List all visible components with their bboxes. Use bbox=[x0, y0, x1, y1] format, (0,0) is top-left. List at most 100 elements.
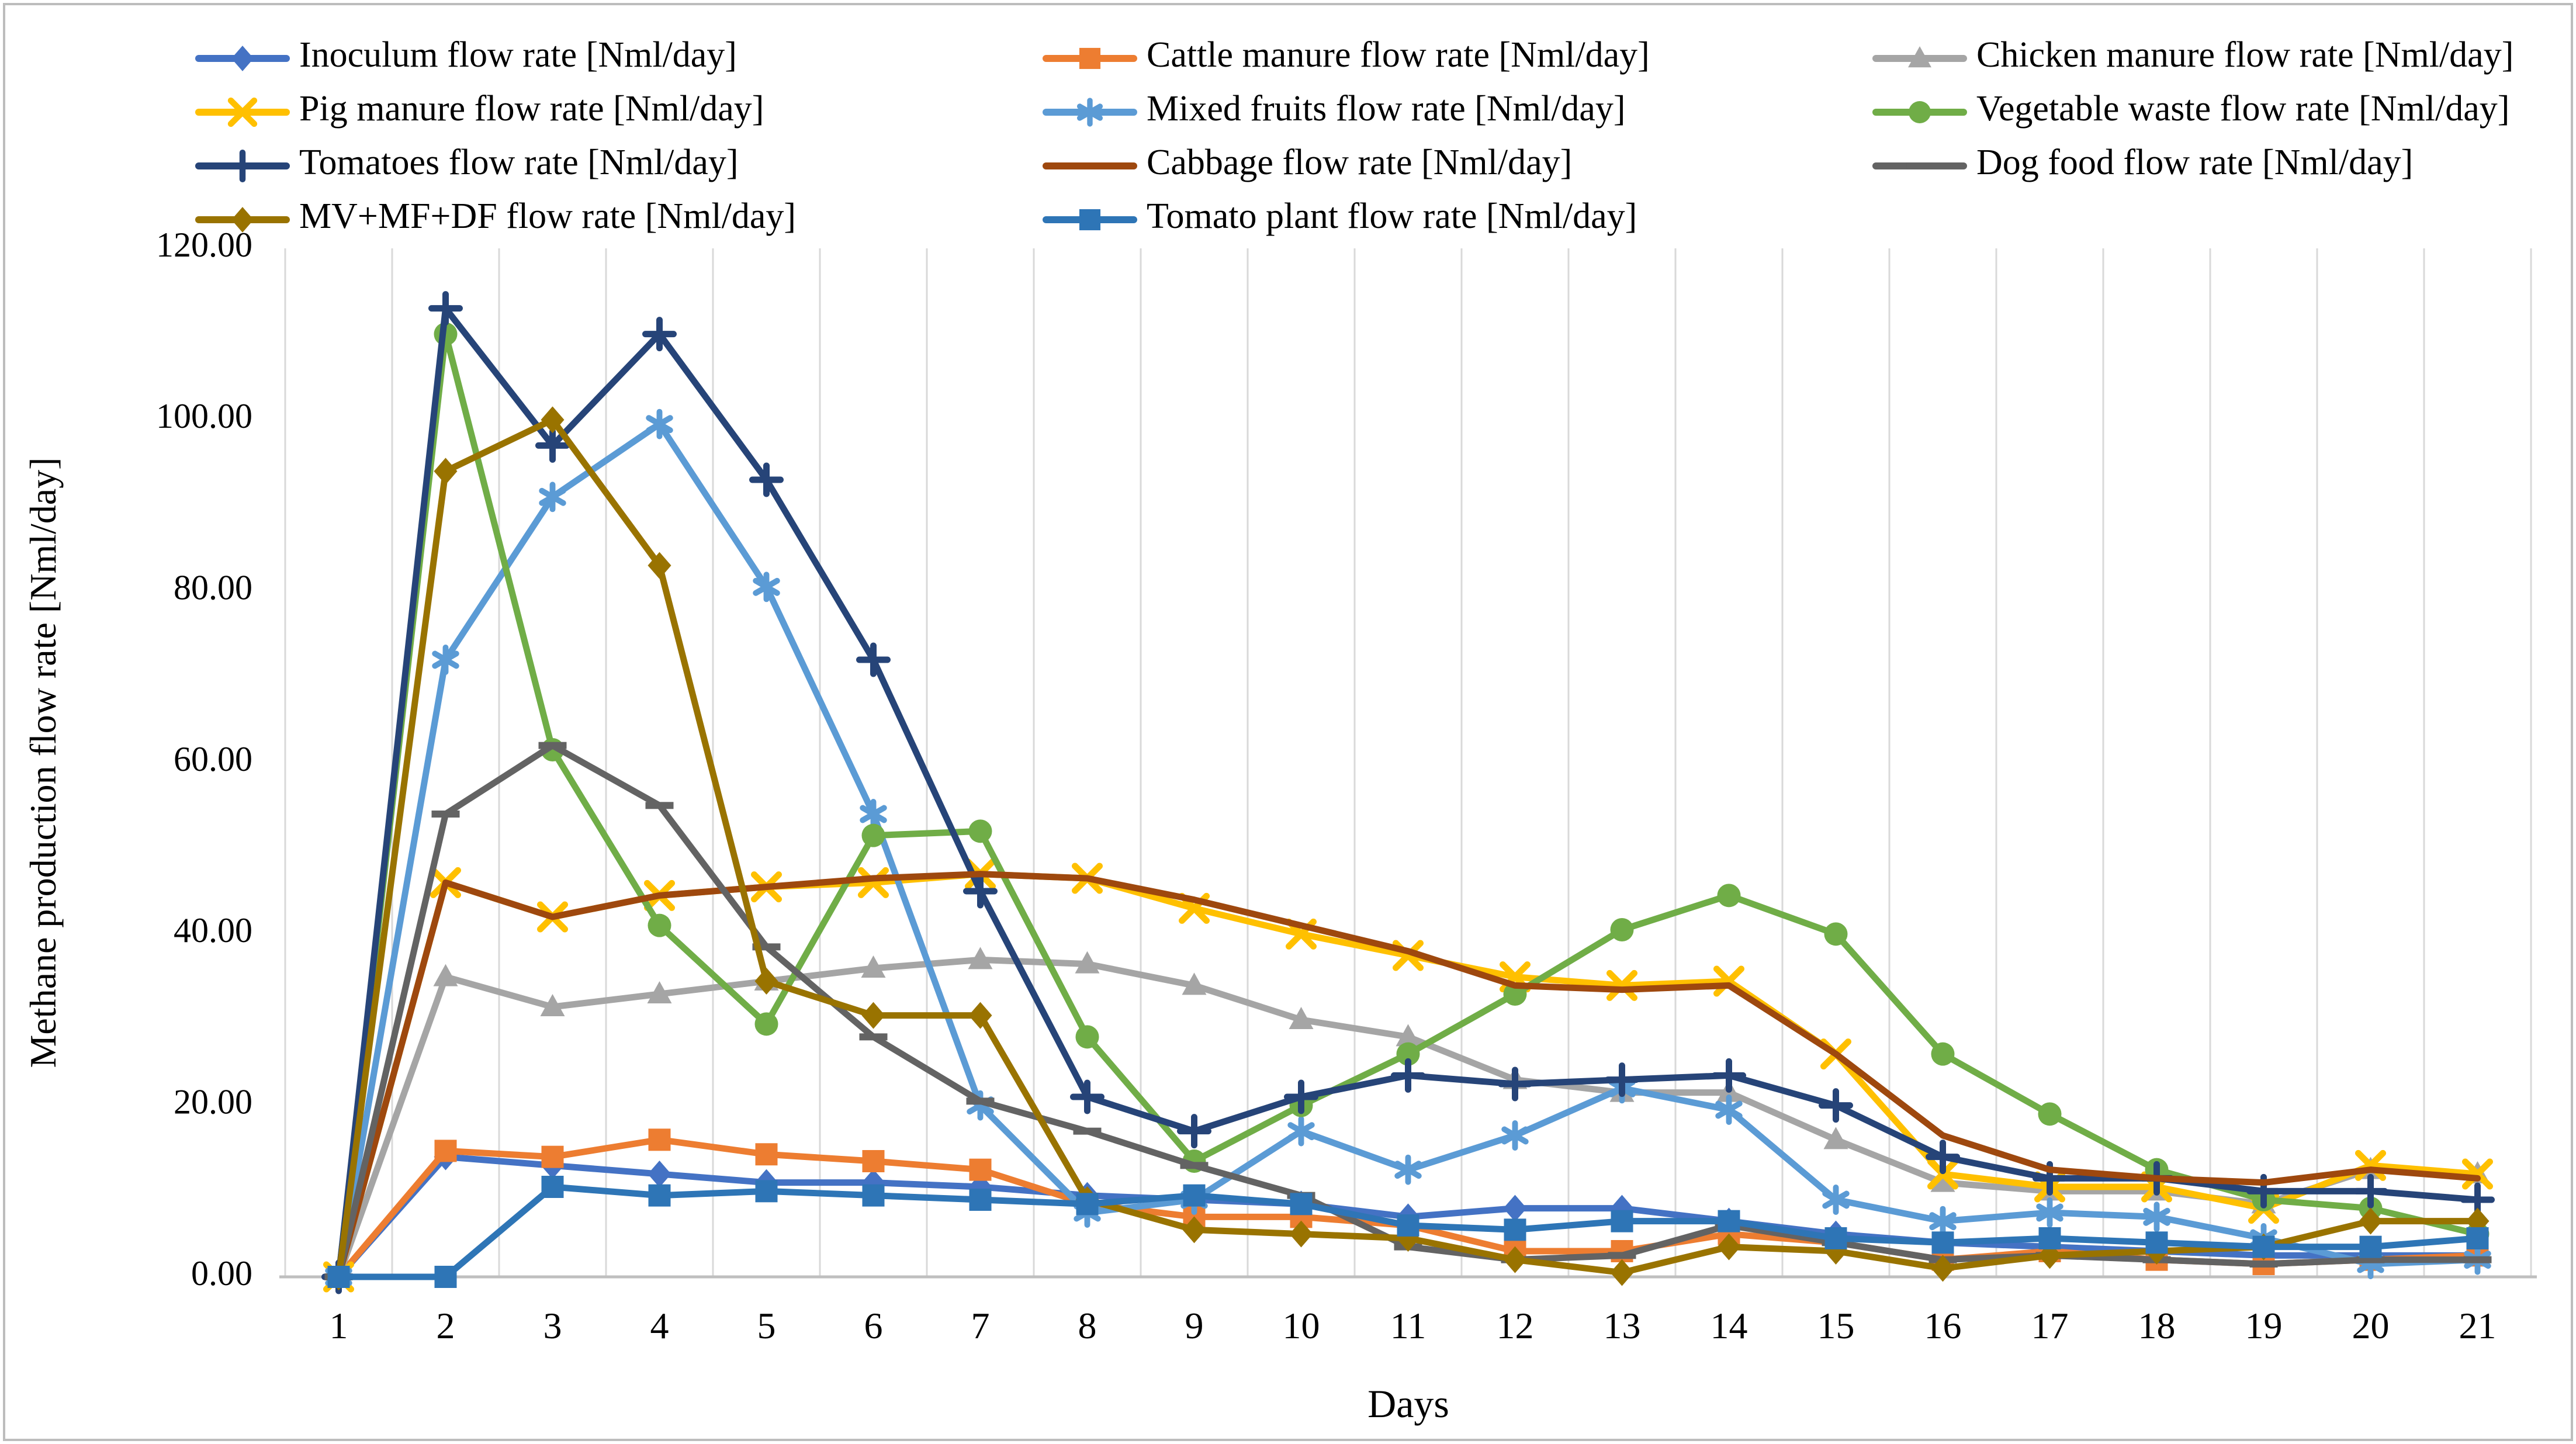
marker-diamond bbox=[648, 552, 671, 579]
x-axis-tick-label: 8 bbox=[1078, 1305, 1097, 1346]
x-axis-tick-label: 11 bbox=[1390, 1305, 1427, 1346]
x-axis-tick-label: 13 bbox=[1604, 1305, 1641, 1346]
x-axis-tick-label: 20 bbox=[2352, 1305, 2390, 1346]
marker-dash bbox=[1180, 1162, 1209, 1169]
marker-square bbox=[1718, 1210, 1740, 1232]
marker-dash bbox=[538, 742, 567, 749]
x-axis-title: Days bbox=[1367, 1381, 1449, 1426]
marker-square bbox=[1076, 1193, 1099, 1216]
marker-square bbox=[1824, 1227, 1847, 1249]
legend-item: Tomato plant flow rate [Nml/day] bbox=[1043, 196, 1637, 236]
marker-plus bbox=[1070, 1079, 1105, 1114]
marker-triangle bbox=[1182, 972, 1207, 995]
marker-diamond bbox=[648, 1161, 671, 1187]
marker-triangle bbox=[647, 981, 672, 1003]
marker-plus bbox=[535, 428, 570, 463]
legend-label: Inoculum flow rate [Nml/day] bbox=[299, 35, 737, 75]
legend-label: MV+MF+DF flow rate [Nml/day] bbox=[299, 196, 796, 236]
marker-diamond bbox=[1182, 1216, 1206, 1244]
marker-dash bbox=[1073, 1127, 1102, 1135]
marker-square bbox=[969, 1189, 992, 1211]
legend-label: Cabbage flow rate [Nml/day] bbox=[1147, 143, 1572, 182]
marker-circle bbox=[1717, 884, 1741, 908]
marker-square bbox=[1397, 1214, 1419, 1237]
marker-asterisk bbox=[2143, 1201, 2170, 1232]
marker-triangle bbox=[1289, 1007, 1314, 1029]
marker-square bbox=[541, 1145, 564, 1168]
series-layer bbox=[321, 291, 2495, 1294]
marker-square bbox=[1290, 1193, 1313, 1216]
marker-diamond bbox=[1931, 1255, 1955, 1282]
marker-triangle bbox=[433, 964, 458, 986]
marker-square bbox=[1504, 1218, 1526, 1241]
marker-circle bbox=[1075, 1025, 1099, 1049]
marker-square bbox=[327, 1266, 350, 1288]
legend-label: Cattle manure flow rate [Nml/day] bbox=[1147, 35, 1650, 75]
marker-x bbox=[2462, 1158, 2493, 1190]
marker-square bbox=[1931, 1231, 1954, 1254]
marker-dash bbox=[1608, 1252, 1636, 1259]
marker-diamond bbox=[1503, 1194, 1527, 1222]
series-8 bbox=[335, 871, 2481, 1280]
marker-plus bbox=[226, 149, 259, 183]
y-axis-tick-label: 80.00 bbox=[174, 568, 252, 607]
marker-diamond bbox=[1503, 1246, 1527, 1273]
legend-label: Tomatoes flow rate [Nml/day] bbox=[299, 143, 738, 182]
x-axis-tick-label: 9 bbox=[1185, 1305, 1204, 1346]
x-axis-tick-label: 14 bbox=[1711, 1305, 1748, 1346]
marker-triangle bbox=[861, 955, 886, 978]
x-axis-tick-label: 6 bbox=[864, 1305, 883, 1346]
y-axis-tick-label: 100.00 bbox=[156, 397, 252, 435]
marker-square bbox=[1079, 47, 1101, 70]
marker-asterisk bbox=[1076, 98, 1103, 127]
marker-triangle bbox=[1930, 1169, 1955, 1192]
marker-asterisk bbox=[539, 482, 566, 513]
marker-dash bbox=[645, 802, 674, 809]
marker-triangle bbox=[540, 994, 565, 1016]
marker-asterisk bbox=[1822, 1185, 1850, 1215]
legend-item: Mixed fruits flow rate [Nml/day] bbox=[1043, 89, 1626, 129]
marker-diamond bbox=[1717, 1233, 1741, 1261]
marker-asterisk bbox=[432, 645, 459, 675]
marker-triangle bbox=[968, 947, 993, 969]
marker-asterisk bbox=[1715, 1095, 1743, 1125]
marker-triangle bbox=[1823, 1127, 1848, 1149]
marker-dash bbox=[2463, 1256, 2492, 1263]
marker-square bbox=[969, 1158, 992, 1181]
marker-plus bbox=[642, 317, 677, 352]
marker-diamond bbox=[754, 968, 778, 995]
marker-plus bbox=[1391, 1058, 1425, 1093]
marker-circle bbox=[1931, 1042, 1955, 1066]
marker-asterisk bbox=[1394, 1154, 1422, 1185]
marker-triangle bbox=[1908, 46, 1931, 68]
marker-dash bbox=[966, 1097, 995, 1105]
y-axis-title: Methane production flow rate [Nml/day] bbox=[22, 458, 64, 1068]
marker-square bbox=[1183, 1184, 1206, 1207]
marker-asterisk bbox=[646, 408, 673, 439]
x-axis-tick-label: 12 bbox=[1497, 1305, 1534, 1346]
legend-item: Vegetable waste flow rate [Nml/day] bbox=[1872, 89, 2509, 129]
x-axis-tick-label: 3 bbox=[543, 1305, 562, 1346]
x-axis-tick-label: 4 bbox=[650, 1305, 669, 1346]
y-axis-tick-label: 60.00 bbox=[174, 740, 252, 778]
marker-plus bbox=[1498, 1066, 1532, 1102]
gridlines bbox=[279, 248, 2537, 1279]
marker-plus bbox=[1926, 1140, 1960, 1175]
x-axis-tick-label: 1 bbox=[330, 1305, 348, 1346]
marker-asterisk bbox=[1287, 1116, 1315, 1147]
marker-dash bbox=[859, 1033, 888, 1041]
marker-square bbox=[862, 1184, 885, 1207]
marker-asterisk bbox=[860, 799, 887, 829]
legend-item: Cabbage flow rate [Nml/day] bbox=[1043, 143, 1572, 182]
marker-plus bbox=[856, 642, 891, 677]
marker-square bbox=[648, 1184, 671, 1207]
marker-circle bbox=[1610, 918, 1634, 941]
marker-dash bbox=[1906, 162, 1933, 169]
x-axis-tick-label: 15 bbox=[1817, 1305, 1855, 1346]
marker-circle bbox=[1824, 922, 1848, 946]
marker-diamond bbox=[1610, 1259, 1634, 1286]
marker-plus bbox=[1177, 1114, 1211, 1149]
legend-label: Chicken manure flow rate [Nml/day] bbox=[1976, 35, 2513, 75]
